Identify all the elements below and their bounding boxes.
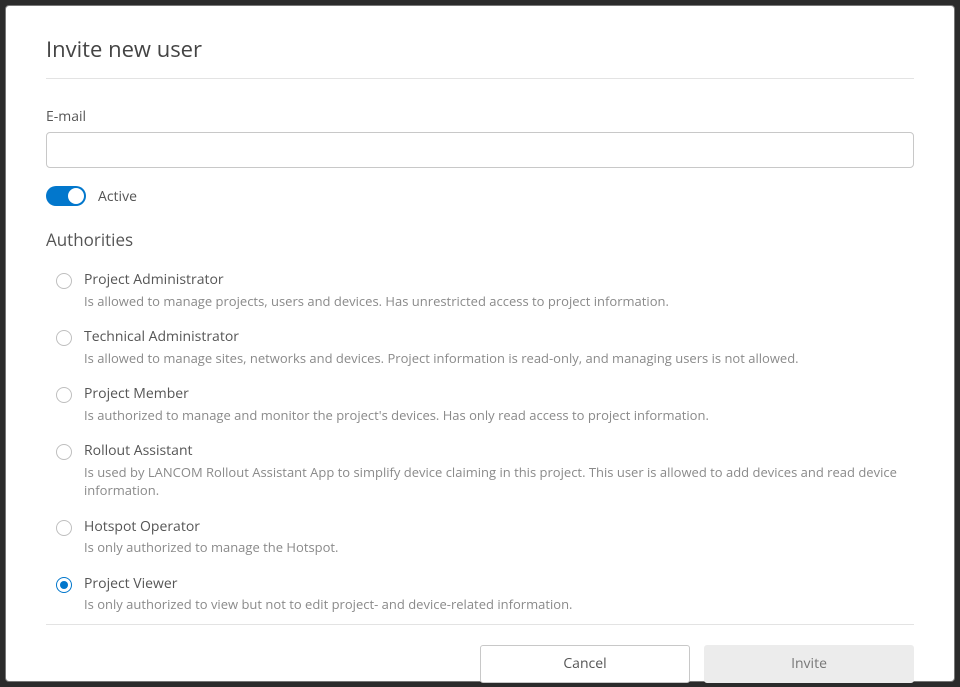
cancel-button[interactable]: Cancel [480, 645, 690, 683]
radio-icon [56, 273, 72, 289]
invite-button[interactable]: Invite [704, 645, 914, 683]
modal-title: Invite new user [46, 34, 914, 79]
authority-title: Technical Administrator [84, 328, 914, 347]
radio-icon [56, 520, 72, 536]
authority-option[interactable]: Rollout Assistant Is used by LANCOM Rollo… [56, 434, 914, 509]
radio-icon [56, 387, 72, 403]
toggle-knob [68, 188, 84, 204]
active-toggle-label: Active [98, 187, 137, 206]
authority-text: Hotspot OperatorIs only authorized to ma… [84, 518, 914, 557]
invite-user-modal: Invite new user E-mail Active Authoritie… [5, 5, 955, 682]
authority-description: Is used by LANCOM Rollout Assistant App … [84, 463, 914, 499]
authority-text: Project Member Is authorized to manage an… [84, 385, 914, 424]
authority-option[interactable]: Project Member Is authorized to manage an… [56, 377, 914, 434]
authority-title: Rollout Assistant [84, 442, 914, 461]
active-toggle[interactable] [46, 186, 86, 206]
authority-description: Is allowed to manage projects, users and… [84, 292, 914, 310]
modal-footer: Cancel Invite [46, 624, 914, 683]
authorities-list: Project Administrator Is allowed to manag… [46, 263, 914, 624]
authority-option[interactable]: Technical Administrator Is allowed to man… [56, 320, 914, 377]
authority-title: Project Member [84, 385, 914, 404]
authority-description: Is only authorized to manage the Hotspot… [84, 538, 914, 556]
radio-icon [56, 577, 72, 593]
modal-body: E-mail Active Authorities Project Admini… [46, 79, 914, 624]
authorities-heading: Authorities [46, 228, 914, 251]
authority-title: Project Viewer [84, 575, 914, 594]
authority-text: Project ViewerIs only authorized to view… [84, 575, 914, 614]
authority-description: Is authorized to manage and monitor the … [84, 406, 914, 424]
authority-text: Project Administrator Is allowed to manag… [84, 271, 914, 310]
radio-icon [56, 330, 72, 346]
authority-title: Hotspot Operator [84, 518, 914, 537]
authority-option[interactable]: Project Administrator Is allowed to manag… [56, 263, 914, 320]
email-field[interactable] [46, 132, 914, 168]
authority-description: Is only authorized to view but not to ed… [84, 595, 914, 613]
authority-text: Rollout Assistant Is used by LANCOM Rollo… [84, 442, 914, 499]
authority-text: Technical Administrator Is allowed to man… [84, 328, 914, 367]
radio-icon [56, 444, 72, 460]
authority-title: Project Administrator [84, 271, 914, 290]
authority-option[interactable]: Hotspot OperatorIs only authorized to ma… [56, 510, 914, 567]
authority-option[interactable]: Project ViewerIs only authorized to view… [56, 567, 914, 624]
email-label: E-mail [46, 107, 914, 126]
authority-description: Is allowed to manage sites, networks and… [84, 349, 914, 367]
